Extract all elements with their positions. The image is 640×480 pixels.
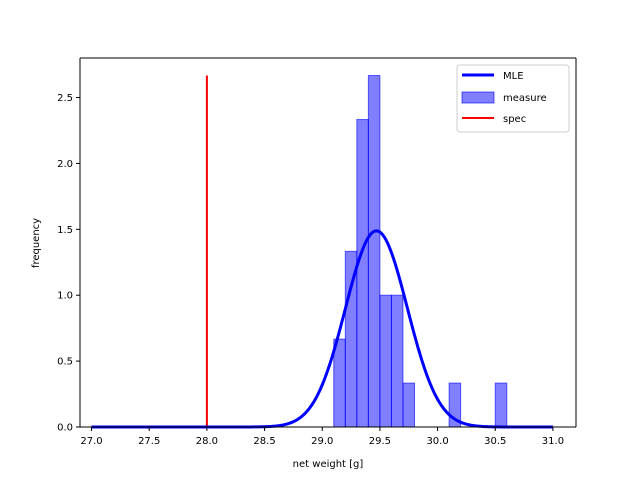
y-tick-label: 0.5 <box>57 357 73 368</box>
x-tick-label: 30.5 <box>484 436 506 447</box>
legend-label-measure: measure <box>503 93 547 104</box>
x-tick-label: 28.0 <box>196 436 218 447</box>
y-tick-label: 2.0 <box>57 159 73 170</box>
legend: MLE measure spec <box>456 64 570 133</box>
x-axis-label: net weight [g] <box>293 459 364 470</box>
histogram-bar <box>367 75 381 428</box>
y-tick-label: 2.5 <box>57 93 73 104</box>
histogram-bar <box>379 294 392 428</box>
y-ticks: 0.0 0.5 1.0 1.5 2.0 2.5 <box>57 93 80 434</box>
histogram-bar <box>333 338 346 428</box>
x-tick-label: 27.5 <box>138 436 160 447</box>
x-tick-label: 29.0 <box>311 436 333 447</box>
legend-swatch-measure <box>461 91 495 104</box>
legend-frame <box>456 64 570 133</box>
x-tick-label: 31.0 <box>542 436 564 447</box>
x-tick-label: 27.0 <box>80 436 102 447</box>
x-tick-label: 29.5 <box>369 436 391 447</box>
y-tick-label: 1.0 <box>57 291 73 302</box>
histogram-bar <box>356 119 369 428</box>
histogram-bar <box>494 382 508 428</box>
legend-label-mle: MLE <box>503 71 524 82</box>
y-tick-label: 0.0 <box>57 423 73 434</box>
x-tick-label: 30.0 <box>426 436 448 447</box>
y-tick-label: 1.5 <box>57 225 73 236</box>
histogram-bar <box>402 382 416 428</box>
axes-frame <box>79 57 577 428</box>
legend-label-spec: spec <box>503 114 526 125</box>
x-ticks: 27.0 27.5 28.0 28.5 29.0 29.5 30.0 30.5 31.0 <box>80 427 564 447</box>
x-tick-label: 28.5 <box>253 436 275 447</box>
y-axis-label: frequency <box>31 218 42 268</box>
histogram-bar <box>390 294 404 428</box>
